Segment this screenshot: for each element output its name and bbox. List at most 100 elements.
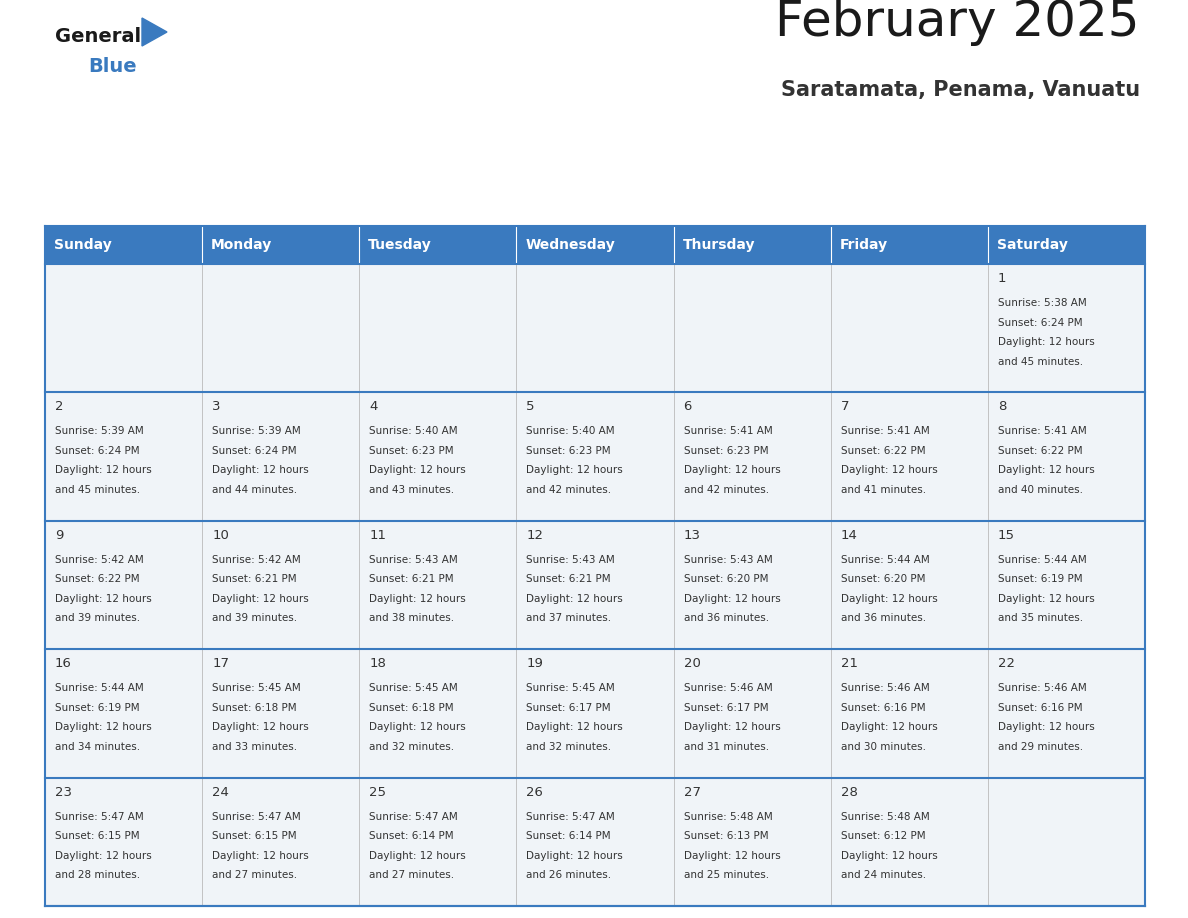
Text: General: General — [55, 27, 141, 46]
Text: Daylight: 12 hours: Daylight: 12 hours — [526, 465, 624, 476]
Text: Sunset: 6:22 PM: Sunset: 6:22 PM — [998, 446, 1082, 456]
Text: 27: 27 — [683, 786, 701, 799]
Text: Daylight: 12 hours: Daylight: 12 hours — [683, 594, 781, 604]
Bar — [45, 226, 202, 264]
Text: Daylight: 12 hours: Daylight: 12 hours — [998, 594, 1094, 604]
Text: Daylight: 12 hours: Daylight: 12 hours — [998, 337, 1094, 347]
Bar — [359, 264, 517, 392]
Bar — [45, 521, 202, 649]
Text: Sunrise: 5:41 AM: Sunrise: 5:41 AM — [841, 426, 929, 436]
Text: Sunset: 6:23 PM: Sunset: 6:23 PM — [683, 446, 769, 456]
Text: and 42 minutes.: and 42 minutes. — [526, 485, 612, 495]
Text: Sunset: 6:18 PM: Sunset: 6:18 PM — [369, 702, 454, 712]
Text: Daylight: 12 hours: Daylight: 12 hours — [369, 594, 466, 604]
Text: Sunrise: 5:48 AM: Sunrise: 5:48 AM — [683, 812, 772, 822]
Text: 4: 4 — [369, 400, 378, 413]
Text: Sunrise: 5:43 AM: Sunrise: 5:43 AM — [369, 554, 459, 565]
Text: and 40 minutes.: and 40 minutes. — [998, 485, 1082, 495]
Text: Sunset: 6:17 PM: Sunset: 6:17 PM — [526, 702, 611, 712]
Bar — [830, 649, 988, 778]
Bar — [674, 778, 830, 906]
Bar — [45, 264, 202, 392]
Text: and 39 minutes.: and 39 minutes. — [55, 613, 140, 623]
Text: and 36 minutes.: and 36 minutes. — [683, 613, 769, 623]
Text: Sunrise: 5:40 AM: Sunrise: 5:40 AM — [369, 426, 457, 436]
Text: Sunset: 6:13 PM: Sunset: 6:13 PM — [683, 831, 769, 841]
Bar — [674, 226, 830, 264]
Text: and 32 minutes.: and 32 minutes. — [369, 742, 455, 752]
Text: 22: 22 — [998, 657, 1015, 670]
Text: Thursday: Thursday — [683, 238, 756, 252]
Text: 11: 11 — [369, 529, 386, 542]
Text: Sunrise: 5:41 AM: Sunrise: 5:41 AM — [683, 426, 772, 436]
Text: and 25 minutes.: and 25 minutes. — [683, 870, 769, 880]
Text: 10: 10 — [213, 529, 229, 542]
Text: Sunset: 6:16 PM: Sunset: 6:16 PM — [998, 702, 1082, 712]
Text: 6: 6 — [683, 400, 691, 413]
Text: Daylight: 12 hours: Daylight: 12 hours — [683, 722, 781, 733]
Text: 19: 19 — [526, 657, 543, 670]
Bar — [45, 392, 202, 521]
Text: Sunrise: 5:47 AM: Sunrise: 5:47 AM — [526, 812, 615, 822]
Text: 14: 14 — [841, 529, 858, 542]
Text: and 31 minutes.: and 31 minutes. — [683, 742, 769, 752]
Text: Sunset: 6:21 PM: Sunset: 6:21 PM — [369, 575, 454, 584]
Bar — [359, 649, 517, 778]
Text: and 44 minutes.: and 44 minutes. — [213, 485, 297, 495]
Text: 5: 5 — [526, 400, 535, 413]
Text: and 38 minutes.: and 38 minutes. — [369, 613, 455, 623]
Text: Daylight: 12 hours: Daylight: 12 hours — [526, 722, 624, 733]
Text: and 37 minutes.: and 37 minutes. — [526, 613, 612, 623]
Bar — [674, 392, 830, 521]
Text: Daylight: 12 hours: Daylight: 12 hours — [213, 465, 309, 476]
Text: Sunrise: 5:43 AM: Sunrise: 5:43 AM — [683, 554, 772, 565]
Bar — [517, 264, 674, 392]
Bar — [830, 392, 988, 521]
Text: 21: 21 — [841, 657, 858, 670]
Text: Blue: Blue — [88, 57, 137, 76]
Text: Sunrise: 5:40 AM: Sunrise: 5:40 AM — [526, 426, 615, 436]
Polygon shape — [143, 18, 168, 46]
Text: Sunset: 6:12 PM: Sunset: 6:12 PM — [841, 831, 925, 841]
Text: and 32 minutes.: and 32 minutes. — [526, 742, 612, 752]
Bar — [517, 392, 674, 521]
Text: and 45 minutes.: and 45 minutes. — [998, 356, 1083, 366]
Text: and 30 minutes.: and 30 minutes. — [841, 742, 925, 752]
Bar — [674, 264, 830, 392]
Text: Daylight: 12 hours: Daylight: 12 hours — [369, 851, 466, 860]
Text: Sunset: 6:20 PM: Sunset: 6:20 PM — [683, 575, 769, 584]
Text: and 36 minutes.: and 36 minutes. — [841, 613, 925, 623]
Bar — [830, 226, 988, 264]
Text: Daylight: 12 hours: Daylight: 12 hours — [841, 465, 937, 476]
Text: 23: 23 — [55, 786, 72, 799]
Text: Sunrise: 5:46 AM: Sunrise: 5:46 AM — [683, 683, 772, 693]
Text: February 2025: February 2025 — [776, 0, 1140, 46]
Text: 25: 25 — [369, 786, 386, 799]
Text: 1: 1 — [998, 272, 1006, 285]
Text: Saturday: Saturday — [997, 238, 1068, 252]
Bar — [359, 521, 517, 649]
Text: Sunrise: 5:47 AM: Sunrise: 5:47 AM — [213, 812, 301, 822]
Text: Sunrise: 5:39 AM: Sunrise: 5:39 AM — [55, 426, 144, 436]
Bar — [517, 778, 674, 906]
Bar — [359, 392, 517, 521]
Text: Sunset: 6:15 PM: Sunset: 6:15 PM — [213, 831, 297, 841]
Text: Daylight: 12 hours: Daylight: 12 hours — [998, 465, 1094, 476]
Text: and 27 minutes.: and 27 minutes. — [213, 870, 297, 880]
Text: 24: 24 — [213, 786, 229, 799]
Text: Sunrise: 5:44 AM: Sunrise: 5:44 AM — [55, 683, 144, 693]
Text: Sunset: 6:21 PM: Sunset: 6:21 PM — [213, 575, 297, 584]
Text: and 45 minutes.: and 45 minutes. — [55, 485, 140, 495]
Text: Sunrise: 5:47 AM: Sunrise: 5:47 AM — [369, 812, 459, 822]
Text: Sunset: 6:15 PM: Sunset: 6:15 PM — [55, 831, 140, 841]
Bar — [988, 778, 1145, 906]
Text: 12: 12 — [526, 529, 543, 542]
Bar — [830, 778, 988, 906]
Text: and 35 minutes.: and 35 minutes. — [998, 613, 1083, 623]
Text: Sunset: 6:21 PM: Sunset: 6:21 PM — [526, 575, 611, 584]
Bar — [988, 226, 1145, 264]
Bar — [674, 649, 830, 778]
Bar — [988, 392, 1145, 521]
Bar — [517, 649, 674, 778]
Text: and 28 minutes.: and 28 minutes. — [55, 870, 140, 880]
